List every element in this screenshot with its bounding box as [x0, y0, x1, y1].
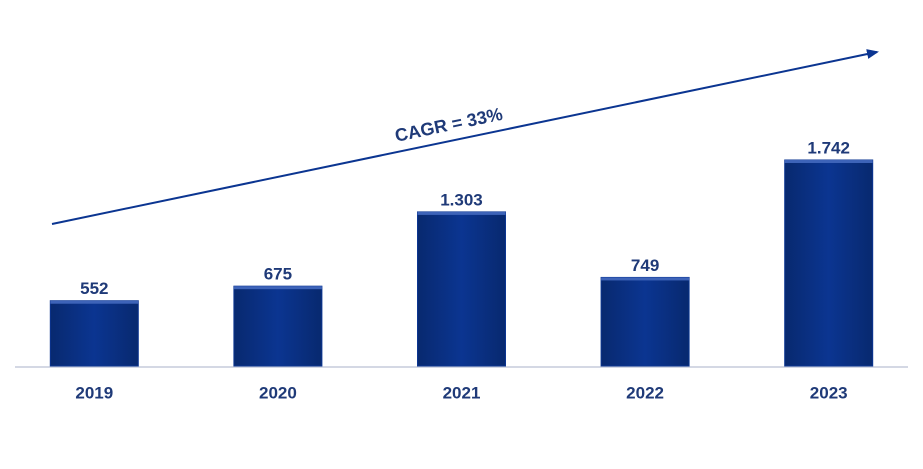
bar-highlight [50, 300, 139, 304]
x-tick-label: 2022 [626, 383, 664, 402]
bar [49, 300, 139, 367]
value-label: 749 [631, 256, 659, 275]
value-label: 675 [264, 265, 292, 284]
bar [233, 285, 323, 367]
x-tick-label: 2023 [810, 383, 848, 402]
value-label: 1.742 [807, 138, 850, 157]
bar [784, 159, 874, 367]
trend-arrow [51, 49, 879, 225]
bar-highlight [601, 277, 690, 281]
value-label: 1.303 [440, 190, 483, 209]
x-tick-label: 2020 [259, 383, 297, 402]
bar-highlight [417, 211, 506, 215]
bar [417, 211, 506, 367]
x-tick-label: 2019 [75, 383, 113, 402]
x-tick-label: 2021 [443, 383, 481, 402]
bar-highlight [233, 286, 322, 290]
value-label: 552 [80, 279, 108, 298]
bar [600, 276, 690, 367]
annotation: CAGR = 33% [393, 104, 504, 146]
bar-highlight [784, 160, 873, 163]
